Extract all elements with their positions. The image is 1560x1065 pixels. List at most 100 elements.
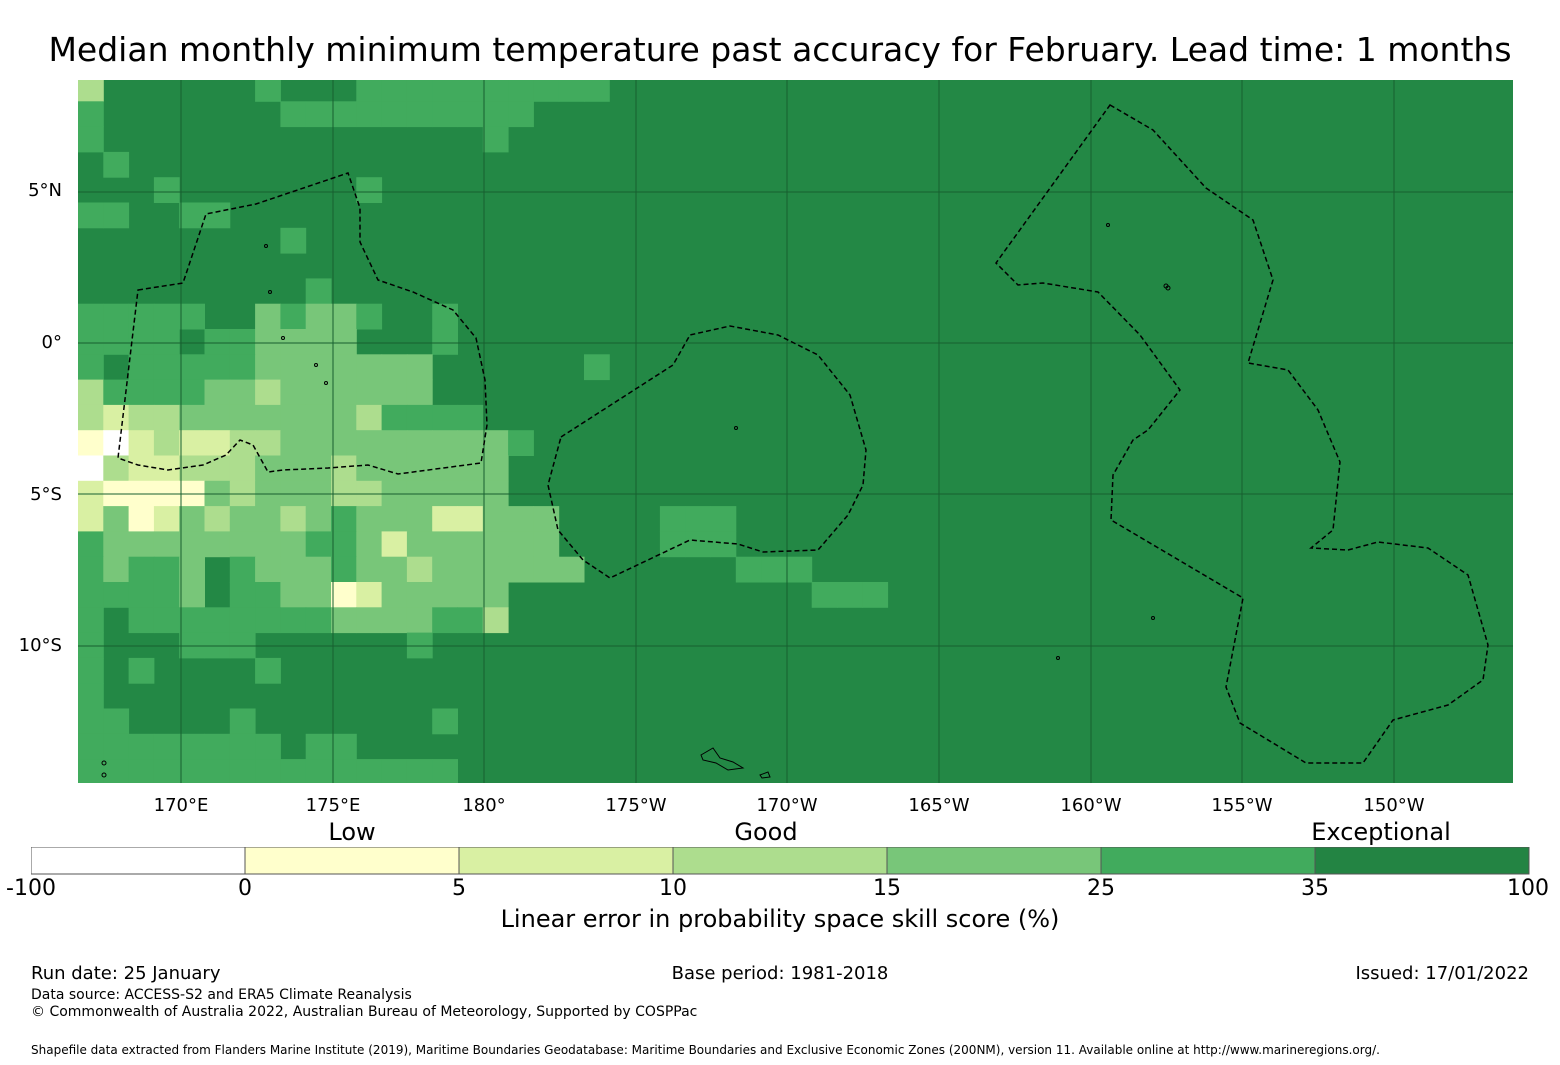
- skill-cell: [331, 531, 357, 558]
- skill-cell: [204, 759, 231, 783]
- skill-cell: [432, 708, 458, 735]
- skill-cell: [331, 607, 357, 634]
- skill-cell: [153, 354, 180, 381]
- skill-cell: [381, 582, 408, 608]
- colorbar-category-good: Good: [734, 818, 798, 846]
- skill-cell: [78, 303, 104, 330]
- skill-cell: [584, 354, 610, 381]
- skill-cell: [305, 404, 332, 431]
- skill-cell: [331, 759, 357, 783]
- skill-cell: [103, 455, 130, 482]
- skill-cell: [103, 329, 130, 355]
- skill-cell: [179, 430, 205, 456]
- skill-cell: [103, 151, 130, 178]
- skill-cell: [508, 80, 534, 102]
- eez-tokelau: [547, 325, 867, 579]
- colorbar-tick: 35: [1301, 876, 1329, 901]
- lon-label-175e: 175°E: [305, 795, 361, 816]
- skill-cell: [406, 759, 433, 783]
- skill-cell: [331, 556, 357, 583]
- skill-cell: [710, 506, 737, 532]
- skill-cell: [432, 404, 458, 431]
- skill-cell: [432, 556, 458, 583]
- lon-label-180: 180°: [462, 795, 506, 816]
- skill-cell: [78, 759, 104, 783]
- colorbar-tick: 25: [1087, 876, 1115, 901]
- skill-cell: [406, 607, 433, 634]
- skill-cell: [103, 404, 130, 431]
- skill-cell: [356, 101, 383, 128]
- colorbar-segment: [672, 847, 888, 875]
- skill-cell: [381, 354, 408, 381]
- skill-cell: [786, 556, 813, 583]
- skill-cell: [406, 80, 433, 102]
- skill-cell: [584, 80, 610, 102]
- skill-cell: [255, 379, 281, 406]
- skill-cell: [432, 506, 458, 532]
- skill-cell: [735, 556, 762, 583]
- skill-cell: [457, 404, 484, 431]
- skill-cell: [229, 733, 256, 760]
- skill-cell: [179, 733, 205, 760]
- skill-cell: [78, 202, 104, 229]
- skill-cell: [432, 101, 458, 128]
- skill-cell: [255, 80, 281, 102]
- skill-cell: [331, 101, 357, 128]
- skill-cell: [482, 101, 509, 128]
- skill-cell: [153, 177, 180, 203]
- skill-cell: [153, 607, 180, 634]
- skill-cell: [78, 531, 104, 558]
- skill-cell: [78, 80, 104, 102]
- skill-cell: [78, 582, 104, 608]
- skill-cell: [533, 556, 560, 583]
- skill-cell: [381, 404, 408, 431]
- skill-cell: [305, 556, 332, 583]
- skill-cell: [229, 430, 256, 456]
- skill-cell: [432, 329, 458, 355]
- skill-cell: [356, 354, 383, 381]
- skill-cell: [280, 379, 307, 406]
- skill-cell: [356, 556, 383, 583]
- skill-cell: [204, 506, 231, 532]
- colorbar-tick: 15: [873, 876, 901, 901]
- skill-cell: [356, 80, 383, 102]
- skill-cell: [179, 303, 205, 330]
- skill-cell: [406, 430, 433, 456]
- lat-label-10s: 10°S: [18, 635, 62, 656]
- skill-cell: [331, 404, 357, 431]
- skill-cell: [305, 329, 332, 355]
- skill-cell: [103, 708, 130, 735]
- skill-cell: [280, 607, 307, 634]
- skill-cell: [305, 607, 332, 634]
- skill-cell: [710, 531, 737, 558]
- skill-cell: [103, 531, 130, 558]
- skill-cell: [331, 733, 357, 760]
- colorbar-segment: [31, 847, 246, 875]
- skill-cell: [482, 80, 509, 102]
- skill-cell: [229, 582, 256, 608]
- skill-cell: [280, 404, 307, 431]
- skill-cell: [356, 430, 383, 456]
- skill-cell: [128, 506, 155, 532]
- skill-cell: [255, 303, 281, 330]
- skill-cell: [457, 80, 484, 102]
- skill-cell: [305, 430, 332, 456]
- skill-cell: [432, 759, 458, 783]
- skill-cell: [356, 379, 383, 406]
- skill-cell: [78, 556, 104, 583]
- skill-cell: [356, 506, 383, 532]
- skill-cell: [78, 733, 104, 760]
- skill-cell: [229, 354, 256, 381]
- skill-cell: [179, 379, 205, 406]
- skill-cell: [153, 531, 180, 558]
- skill-cell: [305, 733, 332, 760]
- skill-cell: [280, 582, 307, 608]
- skill-cell: [356, 531, 383, 558]
- skill-cell: [862, 582, 889, 608]
- skill-cell: [508, 506, 534, 532]
- skill-cell: [558, 556, 585, 583]
- skill-cell: [432, 531, 458, 558]
- lat-label-0: 0°: [41, 332, 62, 353]
- skill-cell: [204, 354, 231, 381]
- skill-cell: [508, 556, 534, 583]
